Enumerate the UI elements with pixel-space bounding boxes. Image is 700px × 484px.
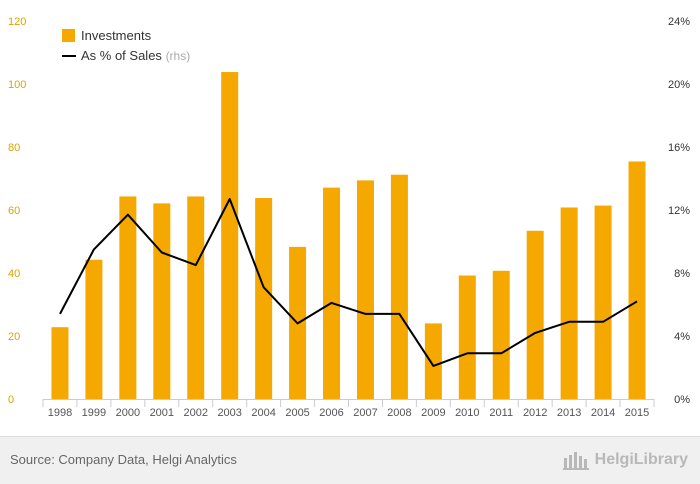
library-icon <box>562 452 589 470</box>
left-axis-ticks: 0 20 40 60 80 100 120 <box>8 16 26 406</box>
bar-investments-2015 <box>628 161 646 399</box>
x-axis-tick-label: 1999 <box>82 407 106 419</box>
legend-label-sales-pct-name: As % of Sales <box>81 48 162 63</box>
x-axis-tick-label: 2009 <box>421 407 445 419</box>
left-axis-tick-label: 40 <box>8 268 20 280</box>
x-axis-tick-label: 2006 <box>319 407 343 419</box>
left-axis-tick-label: 0 <box>8 394 14 406</box>
x-axis-tick-label: 2003 <box>217 407 241 419</box>
bar-investments-1998 <box>51 327 69 399</box>
right-axis-tick-label: 0% <box>674 394 690 406</box>
bar-investments-2012 <box>526 230 544 399</box>
x-axis-tick-label: 1998 <box>48 407 72 419</box>
right-axis-tick-label: 20% <box>668 79 690 91</box>
bar-investments-2006 <box>323 187 341 399</box>
bar-investments-2002 <box>187 196 205 399</box>
x-axis-tick-label: 2007 <box>353 407 377 419</box>
right-axis-tick-label: 24% <box>668 16 690 28</box>
x-axis-tick-label: 2004 <box>251 407 275 419</box>
bar-investments-2014 <box>594 205 612 399</box>
legend-label-investments: Investments <box>81 28 152 43</box>
x-axis-tick-label: 2001 <box>150 407 174 419</box>
x-axis-ticks: 1998 1999 2000 2001 2002 2003 2004 2005 2006 2007… <box>42 399 655 419</box>
bar-investments-2013 <box>560 207 578 399</box>
left-axis-tick-label: 100 <box>8 79 26 91</box>
bar-investments-2003 <box>221 72 239 399</box>
x-axis-tick-label: 2000 <box>116 407 140 419</box>
left-axis-tick-label: 120 <box>8 16 26 28</box>
bar-investments-1999 <box>85 259 103 399</box>
left-axis-tick-label: 20 <box>8 331 20 343</box>
legend-label-sales-pct: As % of Sales (rhs) <box>81 48 190 63</box>
right-axis-tick-label: 4% <box>674 331 690 343</box>
brand-name: HelgiLibrary <box>594 451 688 468</box>
line-series-sales-pct <box>59 198 638 367</box>
x-axis-tick-label: 2010 <box>455 407 479 419</box>
brand-logo: HelgiLibrary <box>562 450 688 470</box>
x-axis-tick-label: 2008 <box>387 407 411 419</box>
bar-investments-2009 <box>424 323 442 399</box>
bar-investments-2000 <box>119 196 137 399</box>
legend-label-sales-pct-suffix: (rhs) <box>166 49 191 63</box>
bar-series <box>51 72 646 399</box>
right-axis-tick-label: 8% <box>674 268 690 280</box>
bar-investments-2004 <box>255 198 273 399</box>
x-axis-tick-label: 2015 <box>625 407 649 419</box>
bar-investments-2007 <box>356 180 374 399</box>
x-axis-tick-label: 2012 <box>523 407 547 419</box>
legend-swatch-investments <box>62 29 75 42</box>
legend: Investments As % of Sales (rhs) <box>62 28 190 63</box>
right-axis-tick-label: 12% <box>668 205 690 217</box>
bar-investments-2001 <box>153 203 171 399</box>
left-axis-tick-label: 80 <box>8 142 20 154</box>
bar-investments-2008 <box>390 174 408 399</box>
x-axis-tick-label: 2013 <box>557 407 581 419</box>
x-axis-tick-label: 2014 <box>591 407 615 419</box>
left-axis-tick-label: 60 <box>8 205 20 217</box>
x-axis-tick-label: 2002 <box>184 407 208 419</box>
x-axis-tick-label: 2011 <box>489 407 513 419</box>
footer: Source: Company Data, Helgi Analytics He… <box>0 436 700 484</box>
bar-investments-2011 <box>492 270 510 399</box>
x-axis-tick-label: 2005 <box>285 407 309 419</box>
right-axis-tick-label: 16% <box>668 142 690 154</box>
bar-investments-2010 <box>458 275 476 399</box>
source-note: Source: Company Data, Helgi Analytics <box>10 452 237 467</box>
right-axis-ticks: 0% 4% 8% 12% 16% 20% 24% <box>668 16 690 406</box>
